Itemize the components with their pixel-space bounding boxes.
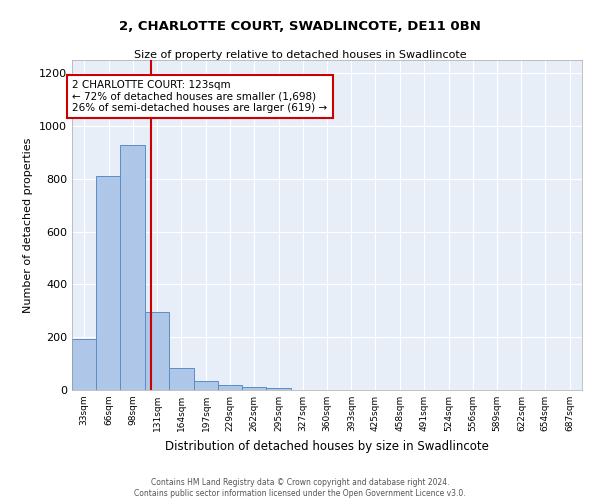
Bar — [97, 176, 121, 390]
Bar — [169, 368, 194, 390]
X-axis label: Distribution of detached houses by size in Swadlincote: Distribution of detached houses by size … — [165, 440, 489, 452]
Bar — [72, 339, 97, 390]
Text: Size of property relative to detached houses in Swadlincote: Size of property relative to detached ho… — [134, 50, 466, 60]
Bar — [218, 385, 242, 390]
Bar — [242, 387, 266, 390]
Bar — [266, 388, 291, 390]
Text: 2, CHARLOTTE COURT, SWADLINCOTE, DE11 0BN: 2, CHARLOTTE COURT, SWADLINCOTE, DE11 0B… — [119, 20, 481, 33]
Bar — [194, 381, 218, 390]
Y-axis label: Number of detached properties: Number of detached properties — [23, 138, 34, 312]
Text: 2 CHARLOTTE COURT: 123sqm
← 72% of detached houses are smaller (1,698)
26% of se: 2 CHARLOTTE COURT: 123sqm ← 72% of detac… — [73, 80, 328, 113]
Text: Contains HM Land Registry data © Crown copyright and database right 2024.
Contai: Contains HM Land Registry data © Crown c… — [134, 478, 466, 498]
Bar — [145, 312, 169, 390]
Bar — [120, 145, 145, 390]
